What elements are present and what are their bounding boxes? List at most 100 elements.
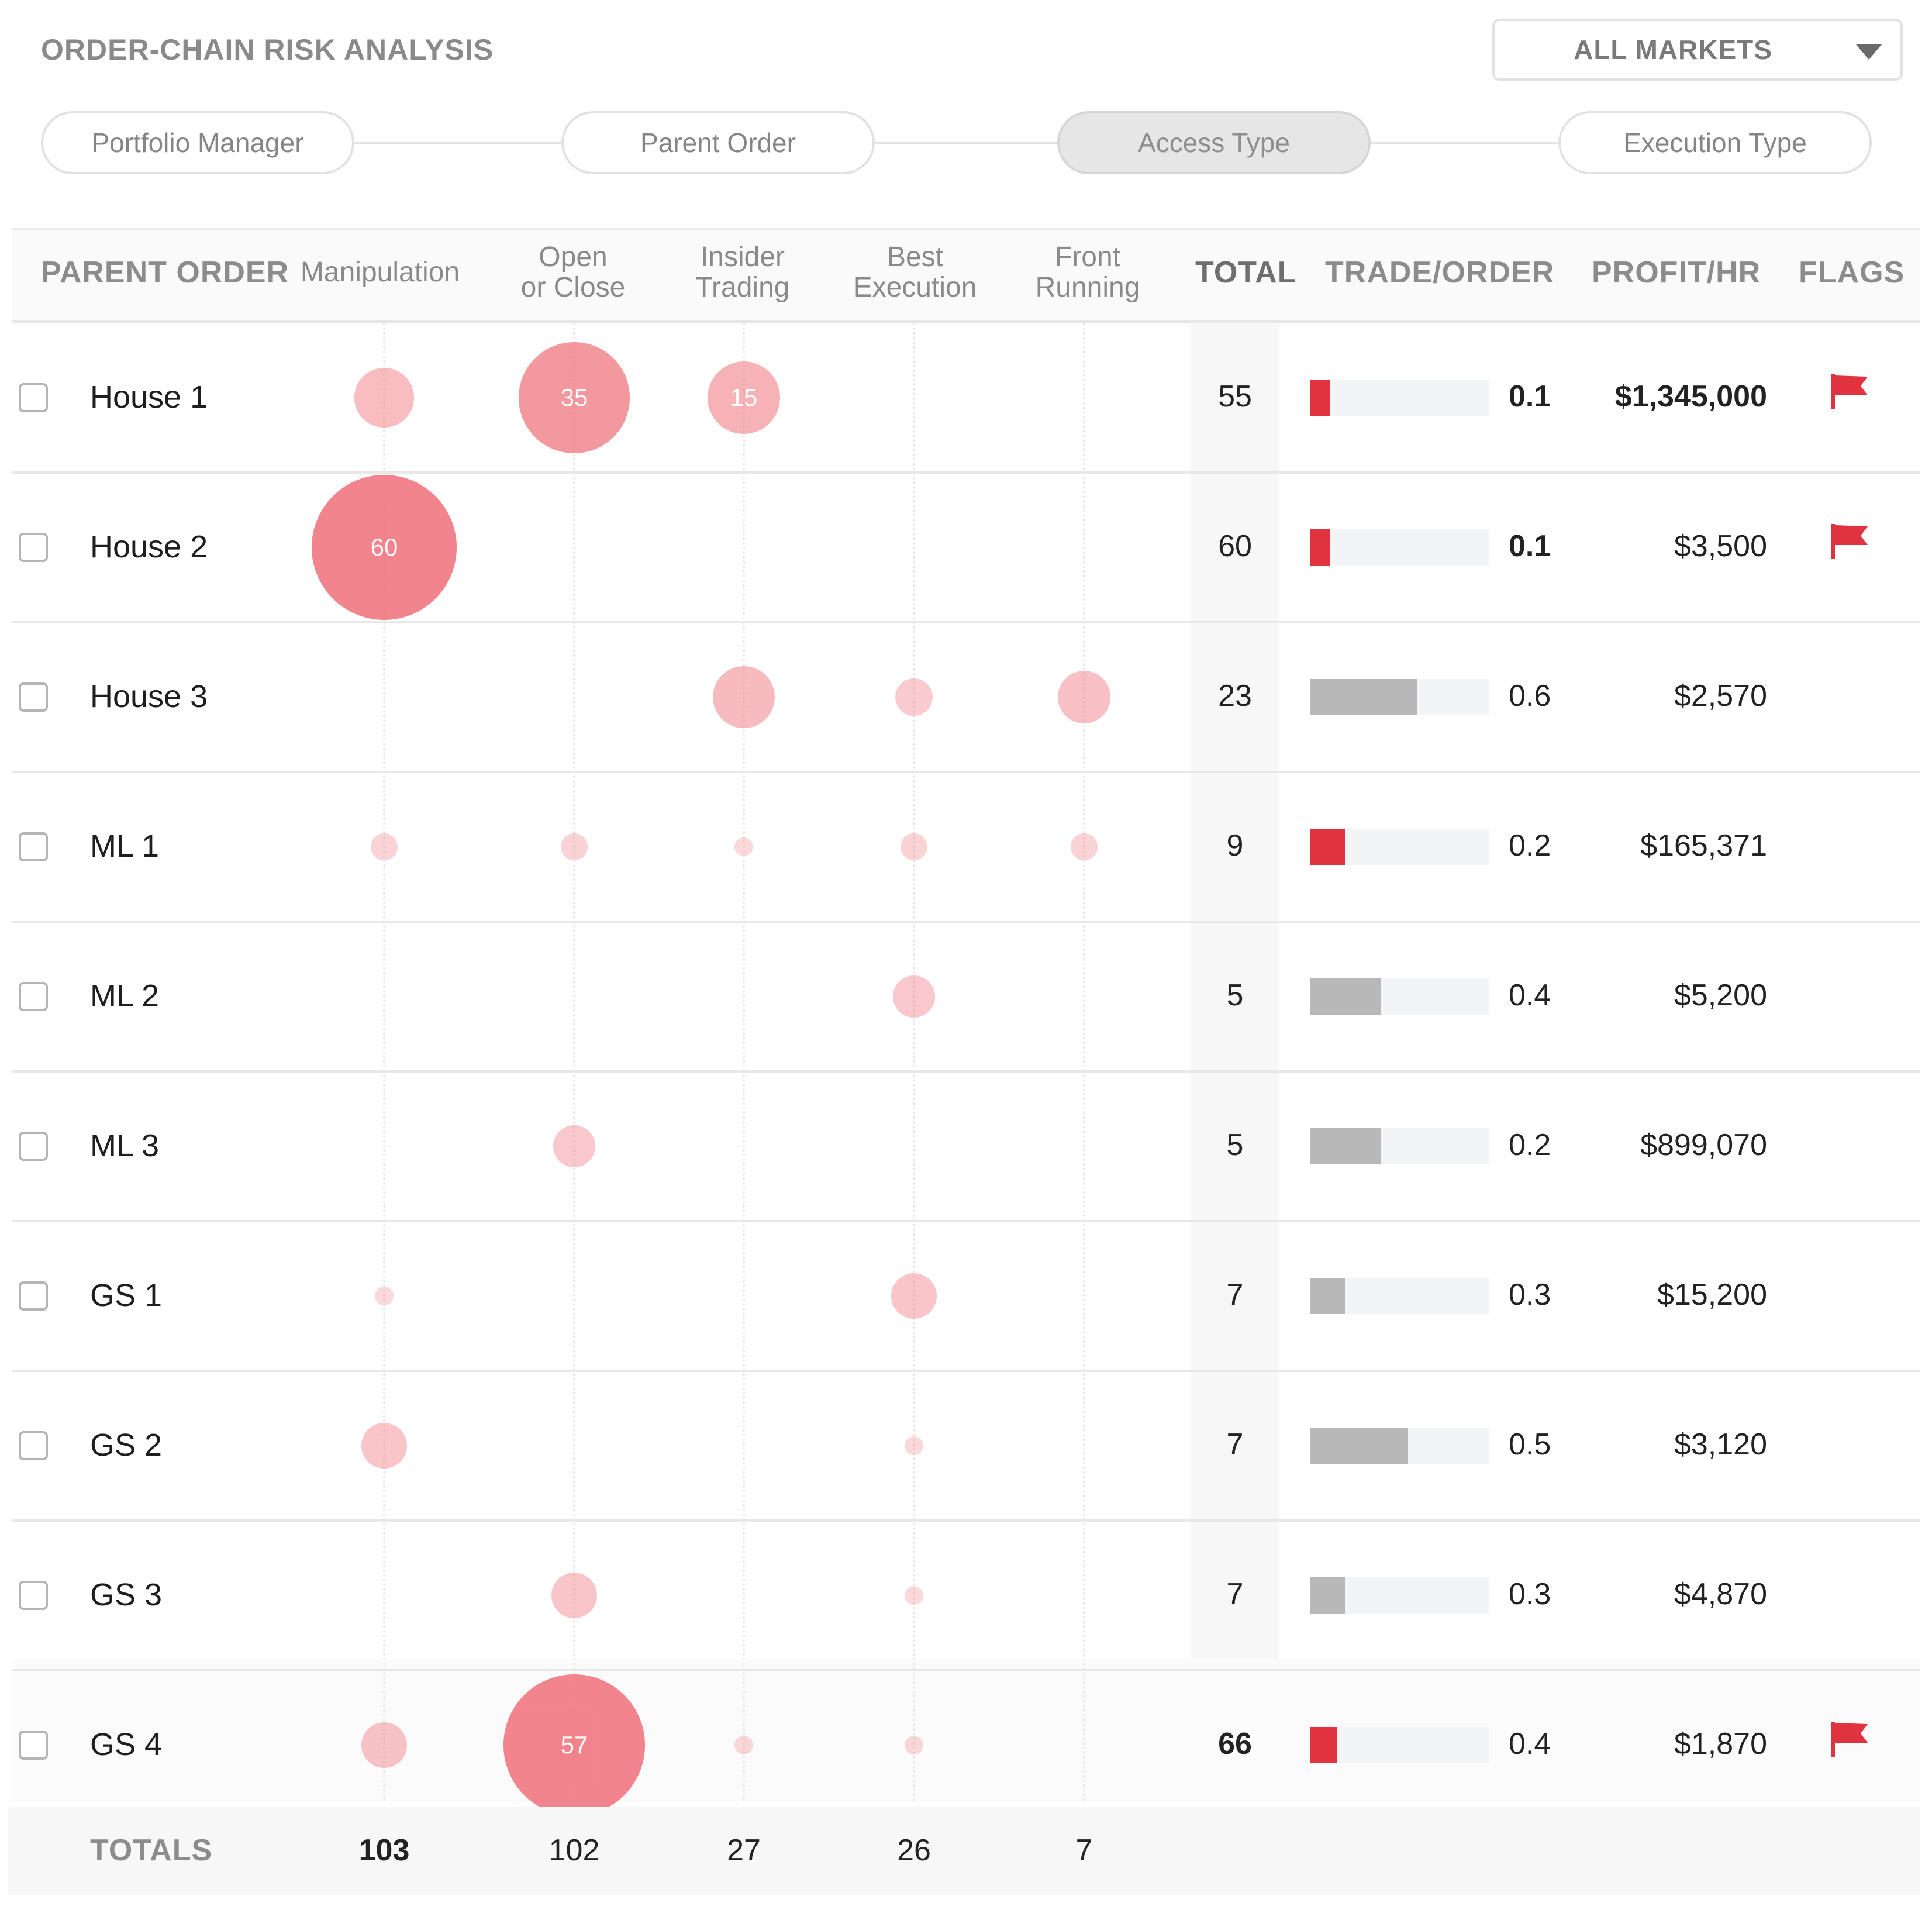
col-header-open-close[interactable]: Open or Close [503,242,643,303]
row-divider [12,1070,1920,1073]
flag-icon[interactable] [1831,1722,1870,1757]
risk-bubble[interactable] [891,1273,937,1319]
breadcrumb-step[interactable]: Portfolio Manager [41,111,354,174]
row-checkbox[interactable] [19,982,48,1011]
breadcrumb-step[interactable]: Execution Type [1558,111,1872,174]
trade-order-value: 0.2 [1509,1128,1551,1162]
row-name[interactable]: ML 1 [90,829,160,864]
risk-bubble[interactable]: 60 [312,475,457,620]
column-total: 26 [897,1833,931,1867]
col-header-parent-order[interactable]: PARENT ORDER [41,256,289,289]
risk-bubble[interactable] [905,1736,923,1754]
row-name[interactable]: GS 4 [90,1727,163,1762]
row-name[interactable]: GS 1 [90,1278,163,1313]
row-checkbox[interactable] [19,1581,48,1610]
column-guide [383,323,385,1802]
risk-bubble[interactable] [901,833,927,860]
row-name[interactable]: House 1 [90,380,208,415]
risk-bubble[interactable] [553,1125,595,1167]
col-header-line: Running [1035,272,1140,303]
risk-bubble[interactable] [551,1572,598,1619]
profit-per-hour: $899,070 [1640,1128,1767,1162]
col-header-trade-order[interactable]: TRADE/ORDER [1325,256,1555,289]
risk-bubble[interactable] [905,1586,923,1605]
risk-bubble[interactable] [361,1722,408,1769]
risk-bubble[interactable] [1071,833,1098,860]
row-checkbox[interactable] [19,682,48,712]
risk-bubble[interactable] [712,666,775,729]
col-header-manipulation[interactable]: Manipulation [300,257,460,288]
market-dropdown[interactable]: ALL MARKETS [1492,19,1903,81]
breadcrumb-step[interactable]: Parent Order [561,111,875,174]
risk-bubble[interactable] [375,1287,394,1305]
breadcrumb-connector [871,142,1058,144]
totals-label: TOTALS [90,1833,213,1867]
profit-per-hour: $2,570 [1674,679,1767,713]
row-checkbox[interactable] [19,383,48,412]
row-total: 55 [1218,380,1252,413]
row-checkbox[interactable] [19,1132,48,1161]
row-checkbox[interactable] [19,1431,48,1460]
col-header-profit-hr[interactable]: PROFIT/HR [1592,256,1761,289]
row-highlight-bg [12,1659,1920,1802]
risk-bubble[interactable]: 57 [503,1674,645,1816]
row-divider [12,1220,1920,1222]
trade-order-bar-fill [1310,1727,1337,1763]
col-header-front-running[interactable]: Front Running [1012,242,1164,303]
row-total: 5 [1226,978,1244,1012]
trade-order-value: 0.3 [1509,1577,1551,1611]
risk-bubble[interactable] [371,833,398,860]
breadcrumb-connector [1368,142,1561,144]
trade-order-bar [1310,529,1489,566]
risk-bubble[interactable] [1057,670,1111,724]
row-total: 7 [1226,1278,1244,1312]
risk-bubble[interactable] [561,833,588,860]
row-divider [12,921,1920,923]
row-divider [12,1370,1920,1372]
total-column-bg [1191,323,1279,1802]
totals-row [8,1807,1920,1895]
breadcrumb-step[interactable]: Access Type [1057,111,1371,174]
col-header-flags[interactable]: FLAGS [1799,256,1905,289]
risk-bubble[interactable] [893,975,935,1018]
trade-order-value: 0.6 [1509,679,1551,713]
column-guide [913,323,915,1802]
trade-order-value: 0.5 [1509,1428,1551,1461]
profit-per-hour: $1,870 [1674,1727,1767,1761]
flag-icon[interactable] [1831,374,1870,409]
row-checkbox[interactable] [19,832,48,861]
risk-bubble[interactable] [734,837,753,856]
trade-order-value: 0.3 [1509,1278,1551,1312]
row-name[interactable]: ML 3 [90,1128,160,1163]
row-checkbox[interactable] [19,1281,48,1311]
row-name[interactable]: GS 2 [90,1428,163,1463]
risk-bubble[interactable] [895,678,933,716]
row-total: 66 [1218,1727,1252,1761]
row-divider [12,471,1920,474]
col-header-insider-trading[interactable]: Insider Trading [672,242,813,303]
col-header-total[interactable]: TOTAL [1195,256,1297,289]
profit-per-hour: $1,345,000 [1614,380,1767,413]
flag-icon[interactable] [1831,524,1870,559]
row-name[interactable]: House 3 [90,679,208,714]
row-checkbox[interactable] [19,533,48,562]
risk-bubble[interactable] [354,368,414,428]
col-header-line: Front [1054,242,1121,273]
col-header-line: Trading [695,272,790,303]
risk-bubble[interactable] [905,1436,923,1455]
row-name[interactable]: House 2 [90,529,208,564]
column-total: 103 [358,1833,410,1867]
breadcrumb-connector [351,142,561,144]
trade-order-bar [1310,1278,1489,1314]
risk-bubble[interactable]: 15 [708,361,780,434]
risk-bubble[interactable] [361,1422,408,1469]
row-name[interactable]: GS 3 [90,1577,163,1612]
column-total: 102 [548,1833,600,1867]
col-header-best-execution[interactable]: Best Execution [830,242,1000,303]
row-divider [12,621,1920,623]
row-name[interactable]: ML 2 [90,978,160,1014]
row-checkbox[interactable] [19,1731,48,1760]
trade-order-bar [1310,380,1489,416]
risk-bubble[interactable] [734,1736,753,1754]
risk-bubble[interactable]: 35 [519,342,630,453]
